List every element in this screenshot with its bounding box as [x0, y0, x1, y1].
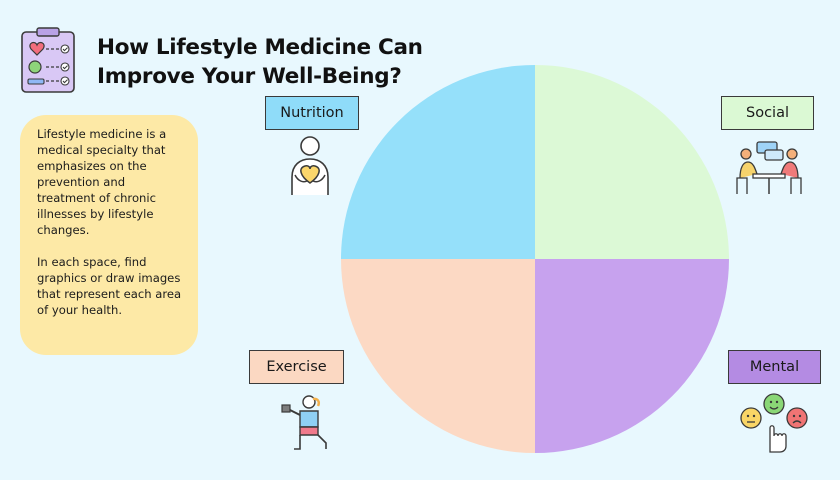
info-card: Lifestyle medicine is a medical specialt…: [20, 115, 198, 355]
health-checklist-icon: [21, 27, 75, 93]
info-paragraph-1: Lifestyle medicine is a medical specialt…: [37, 127, 167, 237]
person-lifting-dumbbell-icon: [281, 395, 327, 450]
quadrant-nutrition[interactable]: [341, 65, 535, 259]
label-social: Social: [721, 96, 814, 130]
mood-rating-faces-icon: [740, 393, 808, 453]
people-talking-at-table-icon: [736, 141, 802, 194]
wellbeing-quadrant-circle: [341, 65, 729, 453]
label-nutrition: Nutrition: [265, 96, 359, 130]
title-line-1: How Lifestyle Medicine Can: [97, 35, 423, 60]
info-paragraph-2: In each space, find graphics or draw ima…: [37, 255, 182, 317]
label-exercise: Exercise: [249, 350, 344, 384]
page-title: How Lifestyle Medicine Can Improve Your …: [97, 33, 457, 91]
quadrant-exercise[interactable]: [341, 259, 535, 453]
quadrant-social[interactable]: [535, 65, 729, 259]
label-mental: Mental: [728, 350, 821, 384]
person-holding-heart-icon: [291, 136, 329, 195]
title-line-2: Improve Your Well-Being?: [97, 64, 402, 89]
quadrant-mental[interactable]: [535, 259, 729, 453]
